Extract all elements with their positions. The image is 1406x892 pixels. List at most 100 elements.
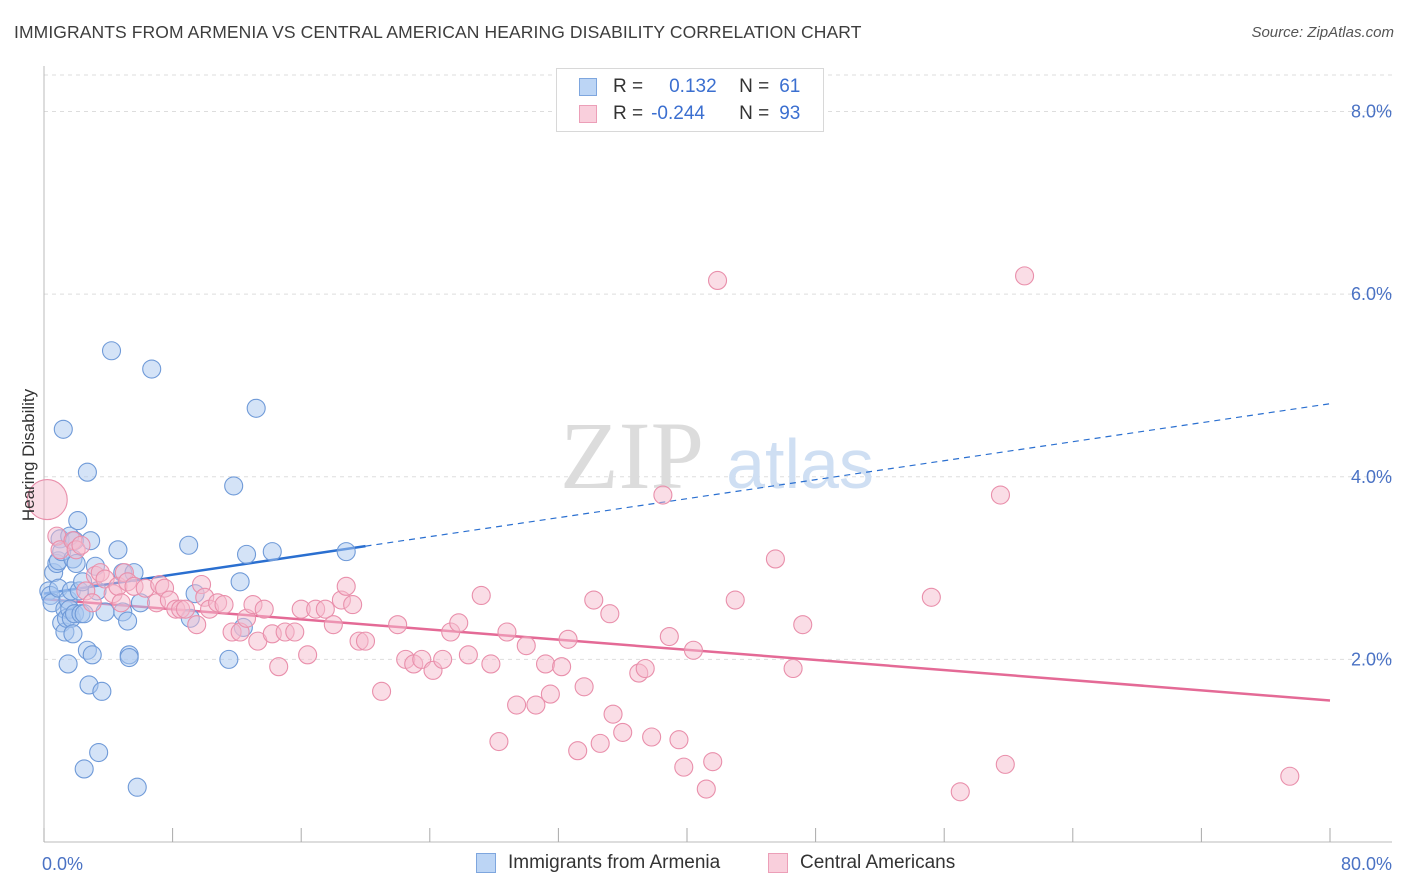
point-central-american <box>214 595 234 615</box>
point-central-american <box>254 599 274 619</box>
point-central-american <box>372 681 392 701</box>
point-central-american <box>355 631 376 651</box>
point-central-american <box>696 779 716 799</box>
point-central-american <box>111 593 131 613</box>
point-armenia <box>236 544 257 564</box>
point-armenia <box>179 535 199 555</box>
point-central-american <box>540 684 560 704</box>
point-armenia <box>262 542 282 562</box>
legend-r-label: R = <box>613 76 644 97</box>
legend-row-armenia: R = 0.132 N = 61 <box>579 75 800 99</box>
point-central-american <box>336 576 356 596</box>
point-armenia <box>68 511 88 531</box>
point-central-american <box>653 485 673 505</box>
point-central-american <box>921 587 941 607</box>
point-armenia <box>224 476 244 496</box>
legend-label-armenia: Immigrants from Armenia <box>508 852 721 873</box>
point-central-american <box>574 677 594 697</box>
legend-n-label: N = <box>739 76 770 97</box>
y-tick-label: 8.0% <box>1351 102 1392 122</box>
point-central-american <box>285 622 305 642</box>
point-armenia <box>118 611 138 631</box>
point-central-american <box>516 636 536 656</box>
x-tick-label: 0.0% <box>42 854 83 874</box>
point-armenia <box>142 359 162 379</box>
point-central-american <box>458 645 478 665</box>
point-central-american <box>635 658 655 679</box>
point-armenia <box>246 398 266 418</box>
point-central-american <box>82 593 102 613</box>
point-central-american <box>558 629 578 649</box>
y-tick-label: 4.0% <box>1351 467 1392 487</box>
legend-item-central: Central Americans <box>768 852 955 874</box>
point-central-american <box>703 752 723 772</box>
point-central-american <box>71 535 91 555</box>
point-central-american <box>489 732 509 752</box>
point-central-american <box>793 615 813 635</box>
point-central-american <box>187 615 207 635</box>
point-central-american <box>497 622 517 642</box>
point-central-american <box>315 599 335 619</box>
point-armenia <box>230 572 250 592</box>
legend-row-central: R = -0.244 N = 93 <box>579 102 800 126</box>
point-central-american <box>568 741 588 761</box>
point-central-american <box>725 590 745 610</box>
point-armenia <box>74 759 94 779</box>
legend-swatch-blue <box>476 853 496 873</box>
axes <box>43 66 1392 843</box>
point-armenia <box>53 419 73 439</box>
point-armenia <box>219 649 239 669</box>
legend-swatch-pink <box>579 105 597 123</box>
point-central-american <box>449 613 469 633</box>
y-axis-title: Hearing Disability <box>19 388 38 521</box>
point-central-american <box>552 657 572 677</box>
point-central-american <box>323 615 343 635</box>
point-central-american <box>388 615 408 635</box>
point-central-american <box>26 479 68 521</box>
y-tick-label: 2.0% <box>1351 649 1392 669</box>
point-armenia <box>58 654 78 674</box>
point-central-american <box>950 782 970 802</box>
point-central-american <box>990 485 1011 505</box>
point-central-american <box>765 549 785 569</box>
legend-label-central: Central Americans <box>800 852 956 873</box>
point-central-american <box>642 727 662 747</box>
watermark-zip: ZIP <box>560 402 704 509</box>
point-armenia <box>77 462 97 482</box>
point-armenia <box>92 681 112 701</box>
point-central-american <box>674 757 694 777</box>
x-tick-label: 80.0% <box>1341 854 1392 874</box>
point-central-american <box>343 595 363 615</box>
point-armenia <box>63 624 83 644</box>
point-central-american <box>471 585 491 606</box>
point-central-american <box>995 754 1015 774</box>
point-central-american <box>175 599 196 619</box>
point-armenia <box>127 777 147 797</box>
trend-line-armenia-extrapolated <box>365 403 1331 547</box>
point-central-american <box>707 270 728 290</box>
axis-labels: 2.0% 4.0% 6.0% 8.0% 0.0% 80.0% <box>42 102 1392 874</box>
point-central-american <box>1280 766 1300 786</box>
legend-item-armenia: Immigrants from Armenia <box>476 852 720 874</box>
point-armenia <box>101 341 122 361</box>
point-central-american <box>590 733 610 753</box>
source-label: Source: ZipAtlas.com <box>1251 24 1394 41</box>
point-central-american <box>613 722 633 742</box>
chart-title: IMMIGRANTS FROM ARMENIA VS CENTRAL AMERI… <box>14 22 862 42</box>
watermark-atlas: atlas <box>726 425 874 503</box>
legend-swatch-pink <box>768 853 788 873</box>
point-central-american <box>298 645 318 665</box>
legend-swatch-blue <box>579 78 597 96</box>
series-legend: Immigrants from Armenia Central American… <box>0 852 1406 878</box>
watermark: ZIP atlas <box>560 402 874 509</box>
point-central-american <box>507 695 527 715</box>
legend-n-value: 93 <box>779 103 801 124</box>
y-tick-label: 6.0% <box>1351 284 1392 304</box>
legend-r-value: -0.244 <box>651 103 705 124</box>
point-armenia <box>119 648 139 668</box>
point-central-american <box>783 658 803 679</box>
legend-n-label: N = <box>739 103 770 124</box>
point-central-american <box>269 657 289 677</box>
point-central-american <box>603 704 623 724</box>
